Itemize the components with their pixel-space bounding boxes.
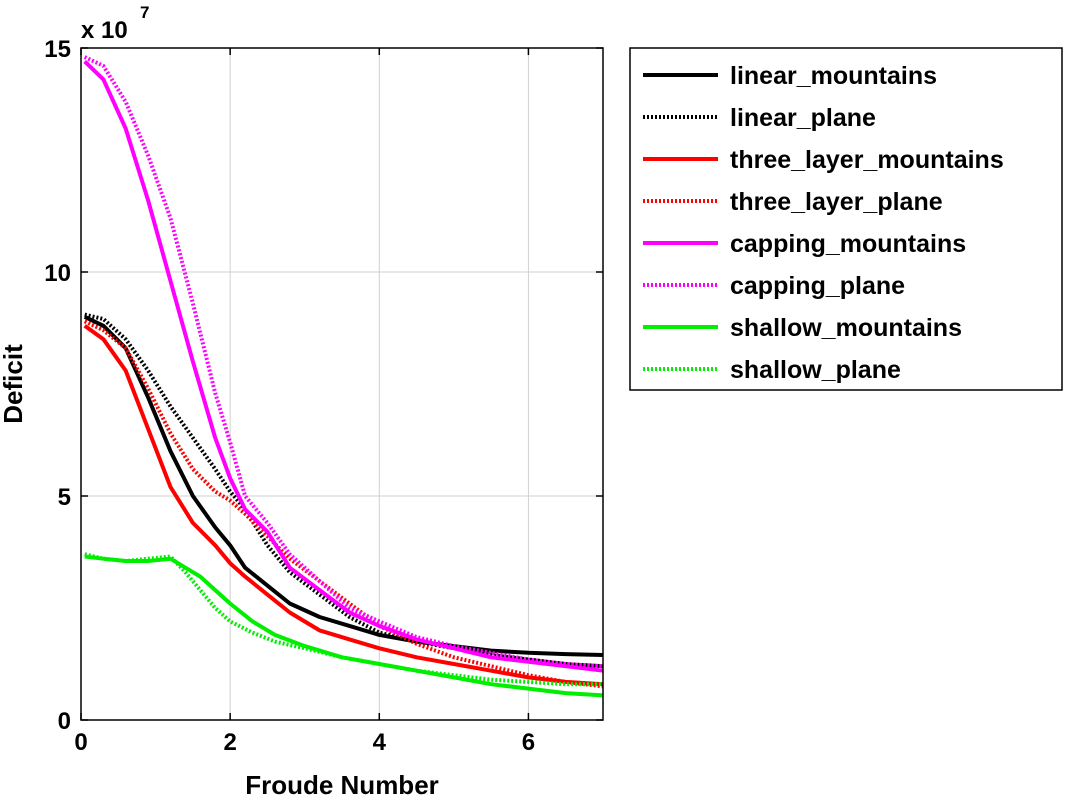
y-tick-label: 0: [58, 708, 71, 735]
legend-label-shallow_mountains: shallow_mountains: [730, 314, 962, 342]
series-line-linear_plane: [84, 312, 604, 669]
y-axis-label: Deficit: [0, 344, 28, 424]
series-layer: [83, 55, 604, 698]
axis-ticks: 0 2 4 6 0 5 10 15: [44, 36, 603, 756]
legend-label-three_layer_plane: three_layer_plane: [730, 188, 943, 216]
grid: [81, 48, 603, 720]
x-tick-label: 0: [74, 729, 87, 756]
legend-label-capping_mountains: capping_mountains: [730, 230, 966, 258]
legend-box: [629, 47, 1063, 391]
x-tick-label: 6: [522, 729, 535, 756]
series-line-three_layer_mountains: [83, 324, 604, 687]
x-axis-label: Froude Number: [245, 770, 439, 798]
series-line-shallow_mountains: [84, 554, 604, 698]
y-multiplier-label: x 10: [81, 17, 128, 44]
legend-label-three_layer_mountains: three_layer_mountains: [730, 146, 1004, 174]
series-line-capping_plane: [83, 55, 604, 669]
series-line-linear_mountains: [83, 314, 604, 657]
y-multiplier-exponent: 7: [140, 3, 149, 22]
legend-label-shallow_plane: shallow_plane: [730, 356, 901, 384]
series-line-shallow_plane: [84, 552, 603, 687]
y-tick-label: 5: [58, 484, 71, 511]
legend-label-linear_mountains: linear_mountains: [730, 62, 937, 90]
legend-label-linear_plane: linear_plane: [730, 104, 876, 132]
y-tick-label: 10: [44, 260, 71, 287]
plot-frame: [80, 47, 604, 721]
legend: linear_mountains linear_plane three_layer_…: [629, 47, 1063, 391]
legend-label-capping_plane: capping_plane: [730, 272, 905, 300]
series-line-capping_mountains: [83, 59, 604, 673]
x-tick-label: 4: [373, 729, 387, 756]
y-tick-label: 15: [44, 36, 71, 63]
x-tick-label: 2: [223, 729, 236, 756]
